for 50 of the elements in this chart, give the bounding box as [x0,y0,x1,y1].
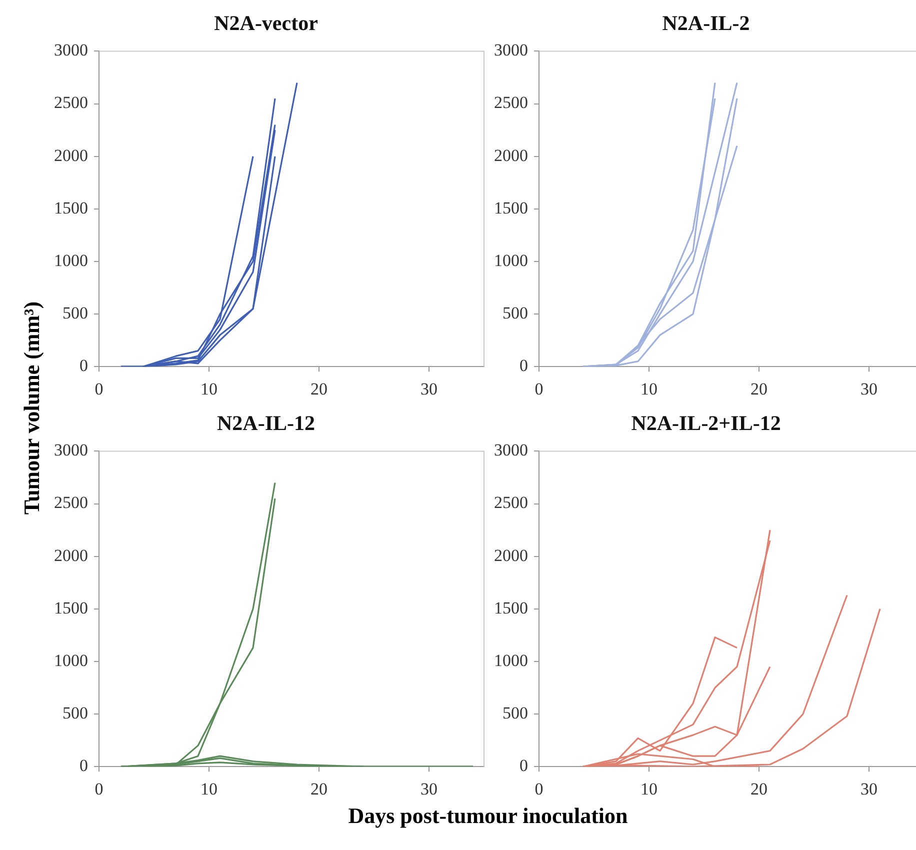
y-tick-label: 2000 [494,146,528,165]
y-tick-label: 1000 [494,650,528,670]
x-tick-label: 10 [200,779,218,798]
y-tick-label: 1500 [54,198,88,218]
x-tick-label: 20 [750,779,768,798]
y-axis-title: Tumour volume (mm³) [19,301,45,515]
x-tick-label: 30 [860,379,878,398]
x-tick-label: 0 [94,379,104,398]
chart-title: N2A-IL-2+IL-12 [631,411,781,436]
y-tick-label: 1500 [494,198,528,218]
y-tick-label: 2500 [494,93,528,112]
y-tick-label: 1000 [54,250,88,270]
y-tick-label: 500 [502,304,528,322]
y-tick-label: 2500 [494,493,528,512]
y-tick-label: 0 [520,356,528,376]
x-tick-label: 20 [750,379,768,398]
y-tick-label: 2500 [54,93,88,112]
x-tick-label: 10 [200,379,218,398]
x-tick-label: 10 [640,379,658,398]
chart-title: N2A-IL-12 [217,411,315,436]
y-tick-label: 0 [80,356,88,376]
y-tick-label: 0 [80,756,88,776]
y-tick-label: 3000 [54,440,88,460]
x-tick-label: 30 [420,779,438,798]
x-tick-label: 30 [420,379,438,398]
y-tick-label: 3000 [54,40,88,60]
x-tick-label: 20 [310,379,328,398]
y-tick-label: 0 [520,756,528,776]
y-tick-label: 2000 [54,546,88,565]
y-tick-label: 2500 [54,493,88,512]
y-tick-label: 2000 [54,146,88,165]
y-tick-label: 3000 [494,40,528,60]
x-tick-label: 0 [534,779,544,798]
y-tick-label: 1000 [54,650,88,670]
x-tick-label: 0 [534,379,544,398]
chart-title: N2A-IL-2 [662,11,750,36]
x-tick-label: 0 [94,779,104,798]
y-tick-label: 500 [62,304,88,322]
y-tick-label: 500 [62,704,88,722]
y-tick-label: 3000 [494,440,528,460]
chart-title: N2A-vector [214,11,318,36]
x-axis-title: Days post-tumour inoculation [347,803,629,829]
y-tick-label: 1500 [54,598,88,618]
x-tick-label: 20 [310,779,328,798]
x-tick-label: 10 [640,779,658,798]
y-tick-label: 2000 [494,546,528,565]
y-tick-label: 1000 [494,250,528,270]
y-tick-label: 1500 [494,598,528,618]
x-tick-label: 30 [860,779,878,798]
y-tick-label: 500 [502,704,528,722]
